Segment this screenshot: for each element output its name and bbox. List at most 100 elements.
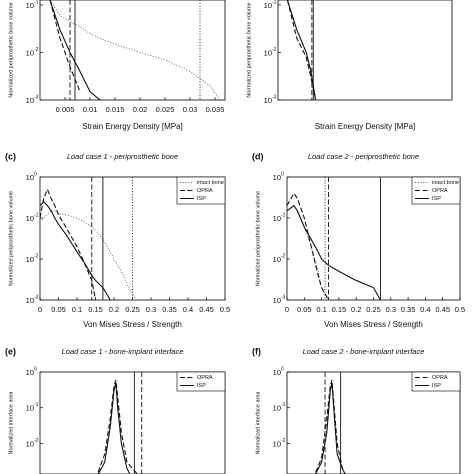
x-tick-label: 0.35: [401, 305, 416, 314]
panel-title: Load case 1 - bone-implant interface: [62, 347, 184, 356]
y-tick-exponent: -2: [34, 253, 39, 259]
x-tick-label: 0.015: [106, 105, 125, 114]
y-tick-label: 10: [273, 214, 281, 223]
plot-area: [286, 0, 317, 100]
y-tick-exponent: -3: [281, 294, 286, 300]
x-tick-label: 0.15: [332, 305, 347, 314]
y-tick-exponent: 0: [34, 171, 37, 177]
panel-title: Load case 1 - periprosthetic bone: [67, 152, 178, 161]
y-tick-exponent: -3: [34, 94, 39, 100]
y-tick-label: 10: [264, 96, 272, 105]
legend-label: OPRA: [432, 188, 448, 194]
x-tick-label: 0.035: [206, 105, 225, 114]
y-tick-label: 10: [264, 1, 272, 10]
x-tick-label: 0.4: [420, 305, 430, 314]
x-tick-label: 0.005: [56, 105, 75, 114]
y-tick-label: 10: [26, 1, 34, 10]
y-tick-exponent: -2: [281, 438, 286, 444]
y-tick-exponent: -3: [272, 94, 277, 100]
data-line: [314, 382, 346, 474]
y-axis-label: Normalized periprosthetic bone volume: [255, 191, 261, 286]
y-tick-label: 10: [26, 255, 34, 264]
x-tick-label: 0.25: [125, 305, 140, 314]
y-tick-exponent: 0: [34, 366, 37, 372]
data-line: [49, 0, 81, 92]
x-tick-label: 0.2: [351, 305, 361, 314]
x-tick-label: 0.05: [51, 305, 66, 314]
panel: Strain Energy Density [MPa] Normalized pe…: [246, 0, 453, 131]
panel: (e) Load case 1 - bone-implant interface N…: [5, 346, 226, 474]
panel-label: (d): [252, 151, 264, 161]
plot-frame: [286, 371, 461, 474]
data-line: [287, 205, 329, 300]
x-tick-label: 0.45: [435, 305, 450, 314]
legend-label: OPRA: [432, 375, 448, 381]
legend-label: ISP: [197, 383, 206, 389]
legend-label: ISP: [197, 196, 206, 202]
y-tick-label: 10: [26, 404, 34, 413]
x-tick-label: 0.3: [386, 305, 396, 314]
plot-area: [287, 177, 381, 300]
y-tick-exponent: -2: [272, 47, 277, 53]
panel-label: (e): [5, 346, 16, 356]
y-axis-label: Normalized interface area: [255, 391, 261, 455]
y-tick-exponent: -1: [34, 212, 39, 218]
x-tick-label: 0.25: [366, 305, 381, 314]
x-tick-label: 0.45: [199, 305, 214, 314]
panel-label: (f): [252, 346, 261, 356]
y-tick-label: 10: [273, 439, 281, 448]
legend-label: OPRA: [197, 375, 213, 381]
panel: (d) Load case 2 - periprosthetic bone Von …: [252, 151, 465, 329]
data-line: [287, 204, 381, 300]
legend-label: intact bone: [197, 180, 224, 186]
plot-area: [96, 372, 143, 474]
legend-label: ISP: [432, 196, 441, 202]
panel-title: Load case 2 - periprosthetic bone: [308, 152, 419, 161]
x-tick-label: 0.03: [183, 105, 198, 114]
y-tick-exponent: -1: [34, 0, 39, 5]
y-tick-exponent: -1: [281, 402, 286, 408]
data-line: [287, 192, 329, 300]
y-tick-label: 10: [26, 48, 34, 57]
plot-frame: [277, 0, 453, 101]
y-axis-label: Normalized periprosthetic bone volume: [246, 2, 252, 97]
y-tick-exponent: 0: [281, 171, 284, 177]
x-tick-label: 0.05: [297, 305, 312, 314]
y-axis-label: Normalized interface area: [8, 391, 14, 455]
data-line: [40, 210, 137, 300]
y-tick-label: 10: [26, 296, 34, 305]
y-tick-exponent: -1: [272, 0, 277, 5]
y-tick-label: 10: [273, 296, 281, 305]
y-axis-label: Normalized periprosthetic bone volume: [8, 191, 14, 286]
x-tick-label: 0.02: [133, 105, 148, 114]
x-tick-label: 0: [38, 305, 42, 314]
y-tick-label: 10: [273, 173, 281, 182]
legend-label: OPRA: [197, 188, 213, 194]
y-tick-exponent: 0: [281, 366, 284, 372]
y-tick-label: 10: [26, 173, 34, 182]
y-axis-label: Normalized periprosthetic bone volume: [8, 2, 14, 97]
y-tick-exponent: -3: [34, 294, 39, 300]
y-tick-label: 10: [26, 439, 34, 448]
x-tick-label: 0.4: [183, 305, 193, 314]
x-tick-label: 0.35: [162, 305, 177, 314]
x-tick-label: 0.15: [88, 305, 103, 314]
data-line: [40, 187, 97, 300]
panel-label: (c): [5, 151, 16, 161]
y-tick-label: 10: [273, 255, 281, 264]
plot-area: [314, 372, 346, 474]
y-tick-exponent: -2: [34, 47, 39, 53]
y-tick-label: 10: [26, 368, 34, 377]
panel-title: Load case 2 - bone-implant interface: [303, 347, 425, 356]
x-axis-label: Strain Energy Density [MPa]: [82, 122, 182, 131]
data-line: [40, 200, 111, 300]
panel: Strain Energy Density [MPa] Normalized pe…: [8, 0, 226, 131]
data-line: [97, 382, 131, 474]
data-line: [286, 0, 317, 100]
data-line: [286, 0, 317, 100]
y-tick-label: 10: [264, 48, 272, 57]
x-axis-label: Strain Energy Density [MPa]: [315, 122, 415, 131]
data-line: [96, 379, 138, 474]
plot-frame: [39, 371, 226, 474]
